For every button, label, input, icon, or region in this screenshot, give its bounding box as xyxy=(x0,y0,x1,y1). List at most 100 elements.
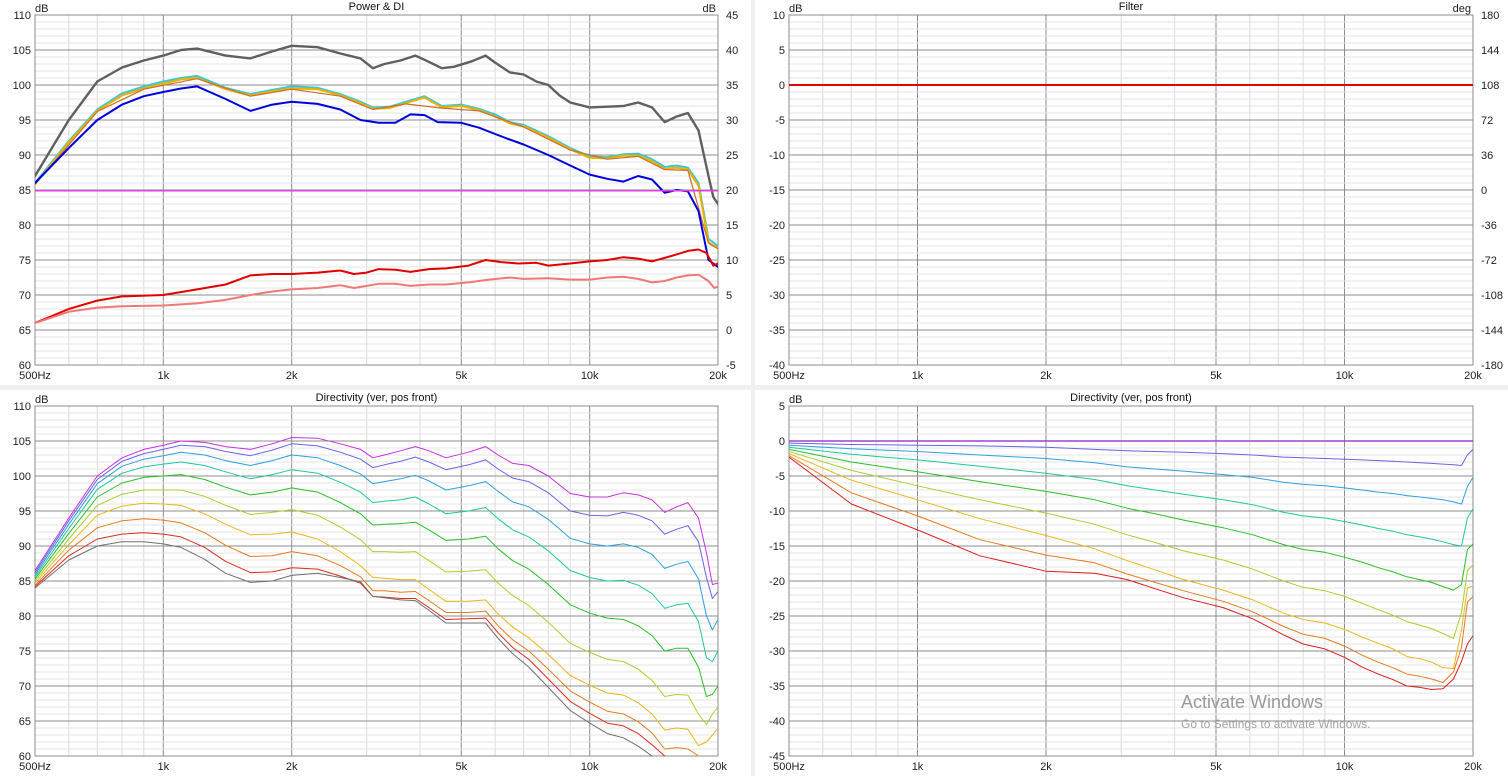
x-tick-label: 5k xyxy=(1210,761,1222,773)
y-tick-label: -20 xyxy=(769,220,785,232)
x-tick-label: 500Hz xyxy=(773,370,805,382)
series-line-6 xyxy=(35,248,718,324)
y2-tick-label: 0 xyxy=(1481,185,1487,197)
y-tick-label: 80 xyxy=(19,220,31,232)
series-line-1 xyxy=(35,443,718,599)
y-tick-label: 95 xyxy=(19,115,31,127)
y2-tick-label: 35 xyxy=(726,80,738,92)
x-tick-label: 5k xyxy=(455,370,467,382)
series-line-7 xyxy=(35,518,699,757)
series-line-3 xyxy=(35,78,718,250)
y-tick-label: -30 xyxy=(769,290,785,302)
y-tick-label: 90 xyxy=(19,541,31,553)
y2-tick-label: -72 xyxy=(1481,255,1497,267)
y-axis-unit: dB xyxy=(789,3,802,15)
y-tick-label: -40 xyxy=(769,716,785,728)
y2-tick-label: 180 xyxy=(1481,10,1499,22)
y2-tick-label: 72 xyxy=(1481,115,1493,127)
y-tick-label: 110 xyxy=(13,10,31,22)
y-tick-label: -45 xyxy=(769,751,785,763)
y2-tick-label: 40 xyxy=(726,45,738,57)
y-tick-label: 5 xyxy=(779,401,785,413)
series-line-6 xyxy=(35,502,718,746)
y2-tick-label: -144 xyxy=(1481,325,1503,337)
y2-tick-label: 144 xyxy=(1481,45,1499,57)
plot-border xyxy=(788,405,1474,757)
y-tick-label: -5 xyxy=(775,115,785,127)
series-line-2 xyxy=(35,77,718,250)
y-tick-label: -15 xyxy=(769,185,785,197)
y-tick-label: 105 xyxy=(13,436,31,448)
y2-tick-label: 45 xyxy=(726,10,738,22)
x-tick-label: 20k xyxy=(709,370,727,382)
series-group xyxy=(35,437,718,757)
grid xyxy=(34,405,719,757)
y-tick-label: 105 xyxy=(13,45,31,57)
y-axis-unit: dB xyxy=(35,3,48,15)
series-line-7 xyxy=(789,455,1473,683)
series-line-2 xyxy=(789,444,1473,505)
y2-axis-unit: deg xyxy=(1453,3,1471,15)
y2-tick-label: -36 xyxy=(1481,220,1497,232)
series-line-9 xyxy=(35,541,653,757)
series-line-8 xyxy=(35,532,666,757)
y-tick-label: 5 xyxy=(779,45,785,57)
series-line-4 xyxy=(35,474,718,697)
y-tick-label: 0 xyxy=(779,80,785,92)
y2-tick-label: 5 xyxy=(726,290,732,302)
y-tick-label: 100 xyxy=(13,471,31,483)
y-tick-label: 80 xyxy=(19,611,31,623)
directivity-normalized-chart: 500Hz 1k 2k 5k 10k 20k -45 -40 -35 -30 -25 -20 -15 -1… xyxy=(755,390,1508,776)
y-tick-label: 100 xyxy=(13,80,31,92)
y-tick-label: -25 xyxy=(769,611,785,623)
chart-title: Power & DI xyxy=(349,1,405,13)
x-tick-label: 5k xyxy=(455,761,467,773)
x-tick-label: 2k xyxy=(1040,370,1052,382)
y-tick-label: -10 xyxy=(769,150,785,162)
y-tick-label: 10 xyxy=(773,10,785,22)
series-line-8 xyxy=(789,456,1473,690)
y2-tick-label: -5 xyxy=(726,360,736,372)
power-di-chart: 500Hz 1k 2k 5k 10k 20k60657075808590951001051… xyxy=(0,0,751,385)
y2-tick-label: 36 xyxy=(1481,150,1493,162)
x-tick-label: 1k xyxy=(157,370,169,382)
y-tick-label: -25 xyxy=(769,255,785,267)
grid xyxy=(788,14,1474,366)
y2-tick-label: 0 xyxy=(726,325,732,337)
series-line-7 xyxy=(35,273,718,324)
x-tick-label: 2k xyxy=(286,761,298,773)
y-tick-label: 0 xyxy=(779,436,785,448)
y2-tick-label: 10 xyxy=(726,255,738,267)
y-tick-label: 85 xyxy=(19,185,31,197)
series-line-2 xyxy=(35,451,718,631)
y2-axis-unit: dB xyxy=(703,3,716,15)
y-tick-label: -10 xyxy=(769,506,785,518)
series-group xyxy=(35,44,718,324)
y2-tick-label: 15 xyxy=(726,220,738,232)
y2-tick-label: -108 xyxy=(1481,290,1503,302)
filter-chart: 500Hz 1k 2k 5k 10k 20k -40 -35 -30 -25 -20 -15 -10 -5… xyxy=(755,0,1508,385)
x-tick-label: 1k xyxy=(157,761,169,773)
x-tick-label: 20k xyxy=(709,761,727,773)
panel-background xyxy=(755,0,1508,385)
series-line-4 xyxy=(35,85,718,268)
series-line-1 xyxy=(35,74,718,247)
watermark-title: Activate Windows xyxy=(1181,692,1323,712)
series-line-3 xyxy=(789,446,1473,547)
x-tick-label: 500Hz xyxy=(773,761,805,773)
y-tick-label: 85 xyxy=(19,576,31,588)
panel-background xyxy=(755,390,1508,776)
chart-title: Directivity (ver, pos front) xyxy=(1070,392,1192,404)
series-line-5 xyxy=(35,489,718,725)
y-tick-label: -40 xyxy=(769,360,785,372)
y-tick-label: -5 xyxy=(775,471,785,483)
y2-tick-label: -180 xyxy=(1481,360,1503,372)
y-tick-label: 75 xyxy=(19,646,31,658)
chart-title: Directivity (ver, pos front) xyxy=(316,392,438,404)
y-tick-label: -20 xyxy=(769,576,785,588)
y-tick-label: 95 xyxy=(19,506,31,518)
x-tick-label: 10k xyxy=(1336,761,1354,773)
series-line-6 xyxy=(789,453,1473,669)
y-tick-label: -30 xyxy=(769,646,785,658)
